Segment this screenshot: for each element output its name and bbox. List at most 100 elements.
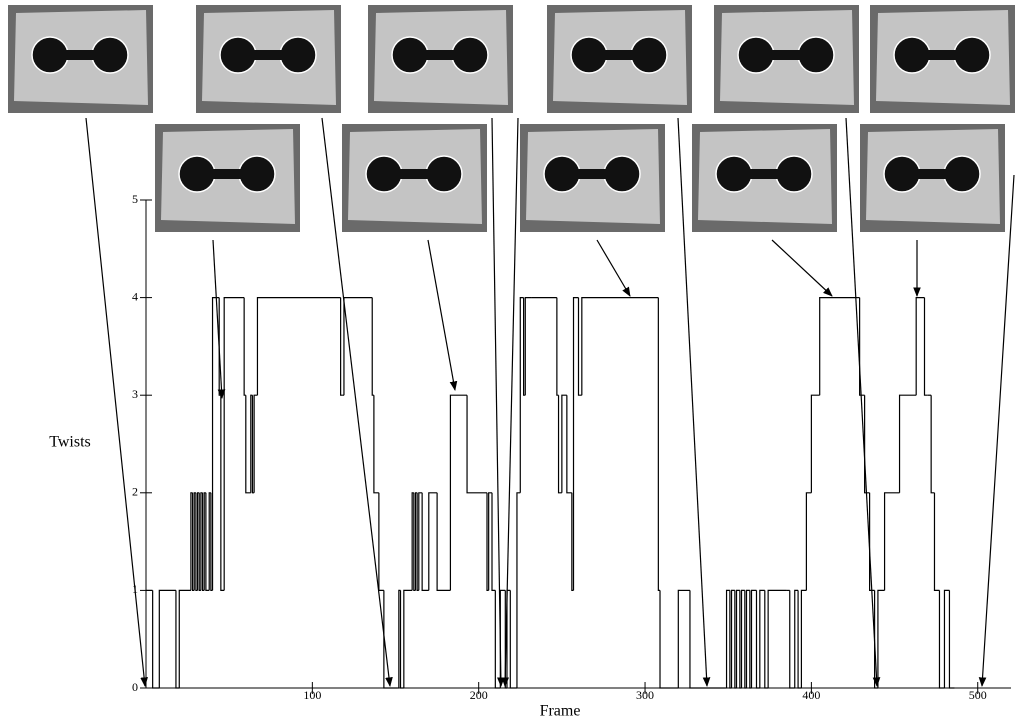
line-step (403, 589, 413, 688)
line-step (152, 590, 160, 689)
arrow (771, 239, 833, 297)
y-tick-label: 4 (132, 289, 138, 303)
line-step (859, 297, 865, 396)
line-step (797, 590, 802, 689)
line-step (735, 589, 740, 688)
y-axis-label: Twists (49, 434, 91, 451)
thumbnail (367, 4, 514, 114)
thumbnail (519, 123, 666, 233)
line-step (436, 492, 451, 591)
line-step (488, 492, 492, 591)
line-step (253, 394, 258, 493)
x-tick-label: 200 (470, 688, 488, 702)
line-step (383, 590, 398, 689)
line-step (378, 492, 384, 591)
line-step (449, 394, 468, 591)
line-step (223, 297, 243, 591)
line-step (930, 395, 935, 494)
x-tick-label: 100 (303, 688, 321, 702)
line-step (524, 297, 532, 396)
line-step (205, 492, 210, 591)
arrow (427, 239, 458, 391)
line-step (572, 297, 579, 591)
line-step (923, 297, 928, 396)
thumbnail (691, 123, 838, 233)
line-step (948, 590, 955, 689)
line-step (466, 395, 488, 494)
thumbnail (869, 4, 1016, 114)
line-step (428, 492, 438, 591)
arrow (321, 117, 393, 687)
line-step (519, 297, 524, 493)
line-step (725, 589, 730, 688)
line-step (789, 590, 795, 689)
line-step (211, 297, 220, 591)
line-step (418, 492, 423, 591)
line-step (933, 492, 940, 591)
line-step (767, 589, 787, 688)
line-step (938, 590, 945, 689)
arrow (212, 239, 226, 399)
line-step (883, 492, 900, 591)
y-tick-label: 3 (132, 387, 138, 401)
line-step (864, 395, 870, 494)
x-axis-label: Frame (540, 703, 581, 720)
line-step (740, 589, 745, 688)
thumbnail (7, 4, 154, 114)
line-step (343, 297, 373, 396)
line-step (689, 590, 725, 689)
line-step (764, 590, 769, 689)
line-step (581, 297, 584, 396)
line-step (873, 590, 878, 689)
line-step (810, 394, 820, 493)
line-step (915, 297, 925, 396)
thumbnail (546, 4, 693, 114)
line-step (557, 395, 562, 494)
line-step (499, 589, 506, 688)
line-step (371, 297, 374, 396)
line-step (805, 492, 812, 591)
line-step (220, 395, 225, 591)
line-step (898, 394, 917, 493)
x-tick-label: 400 (802, 688, 820, 702)
line-step (421, 492, 429, 591)
line-step (755, 590, 760, 689)
thumbnail (195, 4, 342, 114)
line-step (494, 590, 501, 689)
line-step (677, 589, 680, 688)
arrow (85, 117, 148, 687)
line-step (794, 589, 799, 688)
line-step (750, 589, 757, 688)
thumbnail (713, 4, 860, 114)
line-step (243, 297, 246, 396)
line-step (869, 492, 875, 591)
line-step (491, 492, 496, 591)
line-step (506, 589, 511, 688)
arrows (85, 117, 1015, 687)
line-step (759, 589, 765, 688)
thumbnail (341, 123, 488, 233)
line-step (340, 297, 343, 396)
y-tick-label: 1 (132, 582, 138, 596)
line-step (399, 590, 404, 689)
line-step (373, 395, 379, 494)
line-step (577, 297, 582, 396)
line-step (178, 589, 191, 688)
line-step (659, 590, 670, 689)
y-tick-label: 5 (132, 192, 138, 206)
line-step (561, 394, 567, 493)
x-tick-label: 300 (636, 688, 654, 702)
line-step (800, 589, 807, 688)
x-tick-label: 500 (969, 688, 987, 702)
line-step (566, 395, 572, 494)
line-step (509, 590, 517, 689)
y-tick-label: 2 (132, 485, 138, 499)
line-step (516, 492, 521, 688)
arrow (978, 174, 1015, 687)
line-step (657, 297, 661, 591)
arrow (677, 117, 711, 687)
line-step (819, 297, 858, 396)
arrow (845, 117, 881, 687)
